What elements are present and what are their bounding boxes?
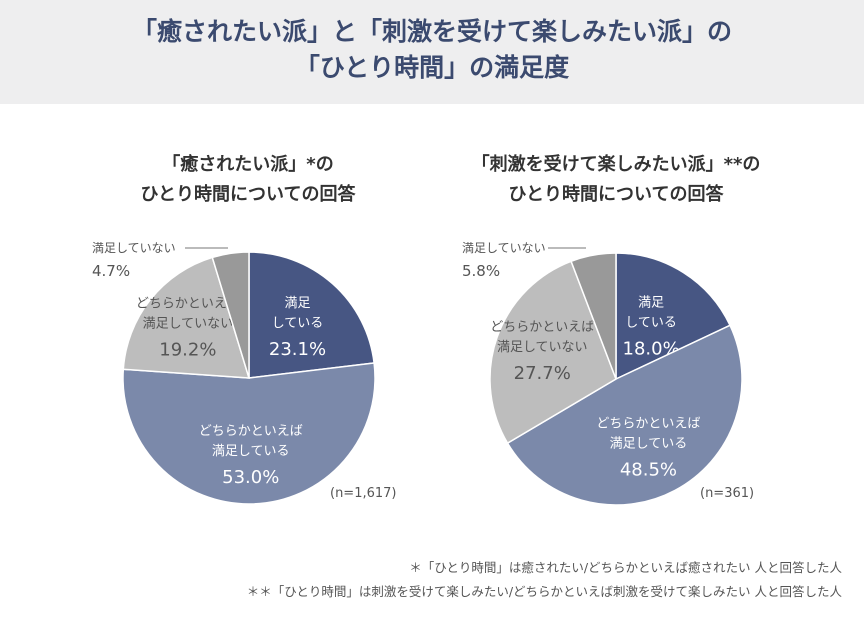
pie-left-satisfied-label-line2: している — [272, 316, 324, 331]
pie-right-slice-not-satisfied — [570, 252, 617, 380]
footnote-1: ＊「ひとり時間」は癒されたい/どちらかといえば癒されたい 人と回答した人 — [409, 560, 842, 575]
pie-right-not-satisfied-value: 5.8% — [462, 262, 500, 280]
page-title-line1: 「癒されたい派」と「刺激を受けて楽しみたい派」の — [131, 17, 732, 46]
pie-left-somewhat-satisfied-label-line2: 満足している — [212, 444, 290, 459]
chart-title-right: 「刺激を受けて楽しみたい派」**の ひとり時間についての回答 — [416, 150, 816, 210]
page-title: 「癒されたい派」と「刺激を受けて楽しみたい派」の 「ひとり時間」の満足度 — [0, 14, 864, 86]
pie-right-somewhat-not-label-line1: どちらかといえば — [490, 320, 594, 335]
pie-right-slice-somewhat-satisfied — [506, 324, 743, 506]
chart-title-left-line1: 「癒されたい派」*の — [162, 154, 334, 175]
pie-left-somewhat-not-value: 19.2% — [159, 339, 216, 360]
pie-right-somewhat-satisfied-label-line2: 満足している — [610, 437, 688, 452]
pie-left-slice-not-satisfied — [211, 251, 250, 379]
pie-right-somewhat-satisfied-value: 48.5% — [620, 460, 677, 481]
pie-left-somewhat-not-label-line2: 満足していない — [143, 316, 234, 331]
pie-right-satisfied-label-line1: 満足 — [638, 296, 664, 311]
chart-title-right-line1: 「刺激を受けて楽しみたい派」**の — [471, 154, 761, 175]
pie-left-satisfied-label-line1: 満足 — [284, 296, 310, 311]
pie-right-somewhat-not-value: 27.7% — [514, 363, 571, 384]
pie-right-somewhat-not-label-line2: 満足していない — [497, 340, 588, 355]
pie-left-not-satisfied-value: 4.7% — [92, 262, 130, 280]
pie-left-not-satisfied-label: 満足していない — [92, 241, 176, 255]
page-title-line2: 「ひとり時間」の満足度 — [294, 53, 570, 82]
pie-left-slice-satisfied — [248, 251, 375, 379]
pie-right-not-satisfied-label: 満足していない — [462, 241, 546, 255]
pie-left-satisfied-value: 23.1% — [269, 339, 326, 360]
pie-right-satisfied-value: 18.0% — [623, 339, 680, 360]
chart-title-left-line2: ひとり時間についての回答 — [140, 184, 356, 205]
pie-right-somewhat-satisfied-label-line1: どちらかといえば — [596, 417, 700, 432]
pie-left-somewhat-satisfied-label-line1: どちらかといえば — [199, 424, 303, 439]
pie-right-satisfied-label-line2: している — [625, 316, 677, 331]
pie-left-slice-somewhat-satisfied — [122, 362, 376, 505]
pie-right-slice-somewhat-not — [489, 260, 617, 445]
chart-title-left: 「癒されたい派」*の ひとり時間についての回答 — [48, 150, 448, 210]
pie-left-somewhat-satisfied-value: 53.0% — [222, 467, 279, 488]
footnote-2: ＊＊「ひとり時間」は刺激を受けて楽しみたい/どちらかといえば刺激を受けて楽しみた… — [246, 584, 842, 599]
chart-title-right-line2: ひとり時間についての回答 — [508, 184, 724, 205]
pie-left-slice-somewhat-not — [122, 256, 251, 379]
title-banner — [0, 0, 864, 104]
sample-size-left: (n=1,617) — [330, 486, 397, 501]
sample-size-right: (n=361) — [700, 486, 755, 501]
pie-left-somewhat-not-label-line1: どちらかといえば — [136, 296, 240, 311]
pie-right-slice-satisfied — [615, 252, 732, 381]
